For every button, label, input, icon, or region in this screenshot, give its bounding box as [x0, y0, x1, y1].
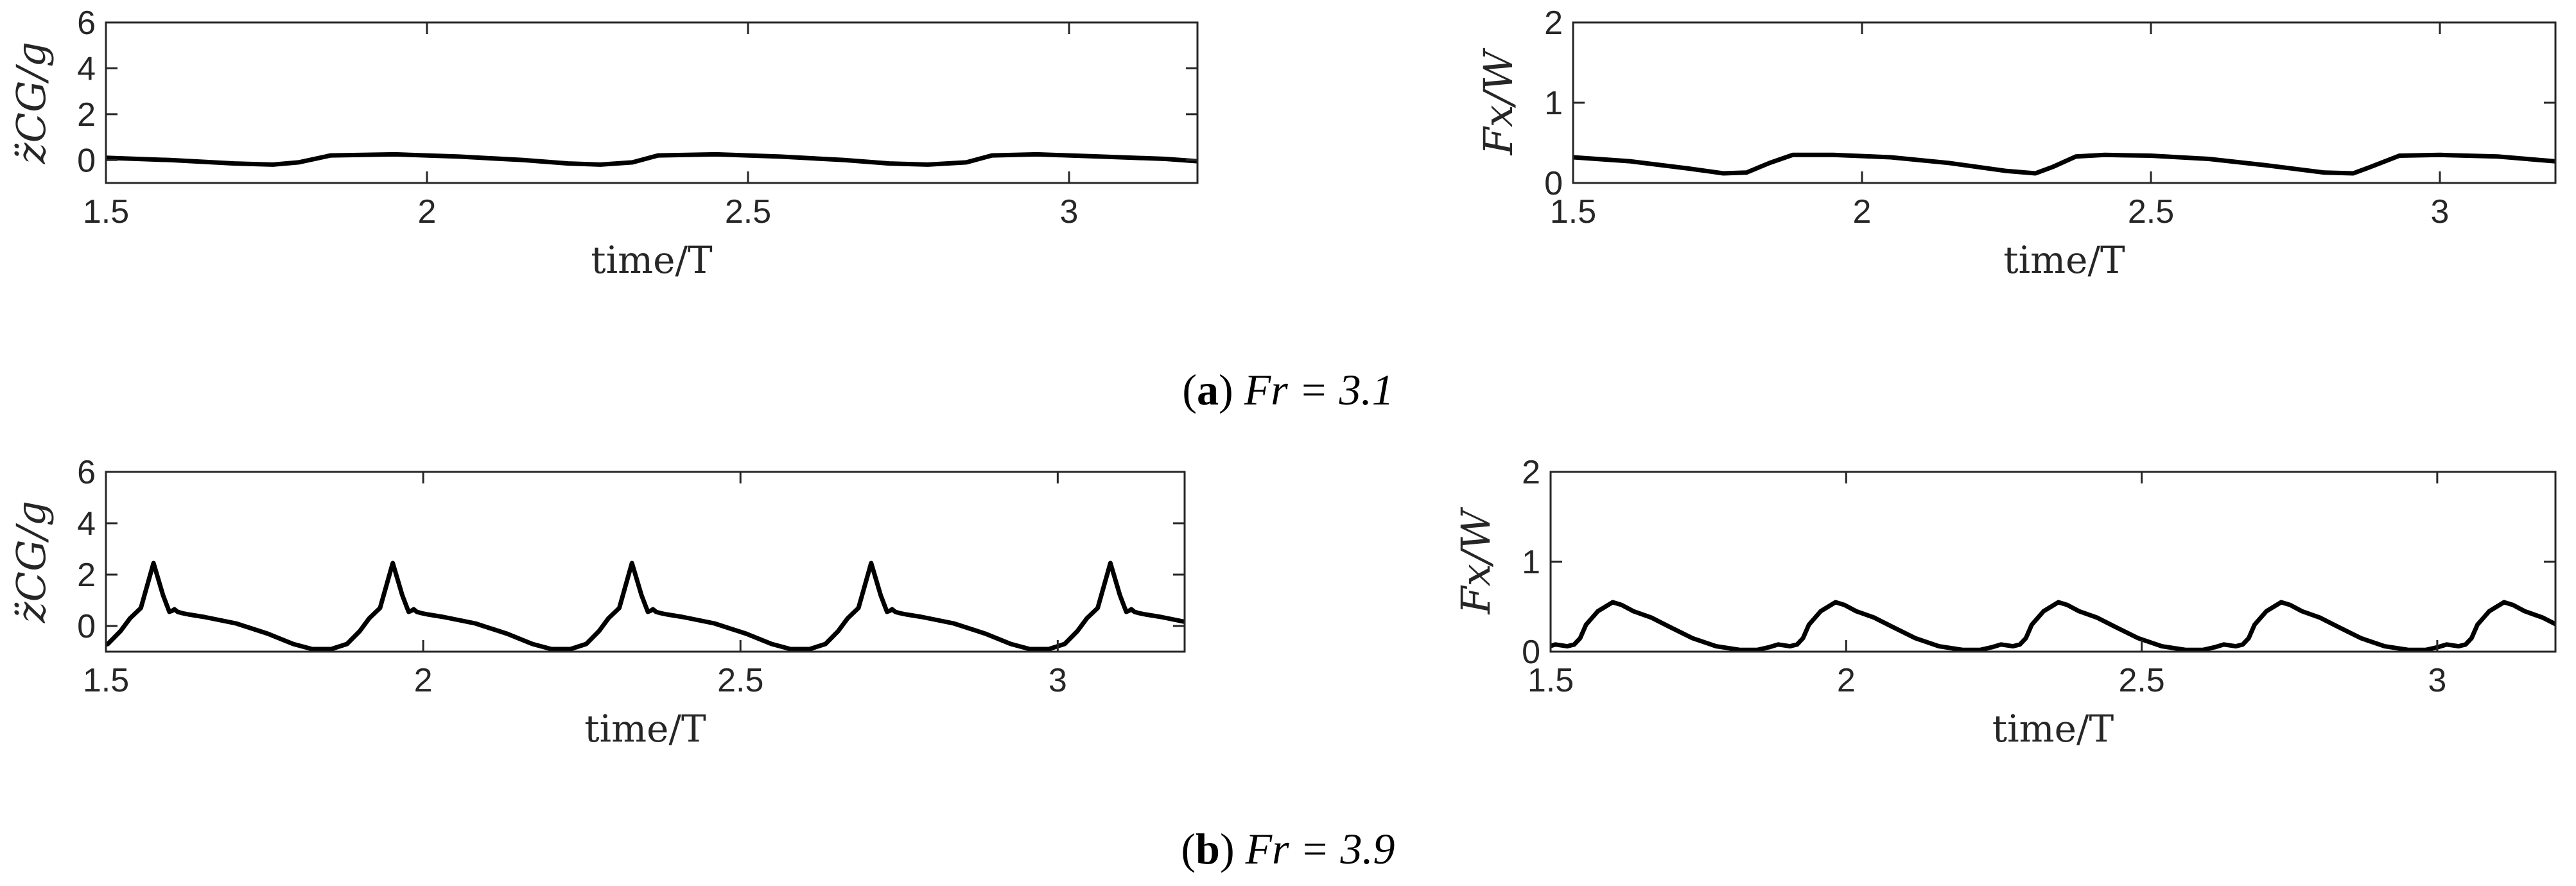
xtick-label: 2.5 [2128, 193, 2174, 230]
ytick-label: 0 [77, 608, 96, 645]
ytick-label: 0 [1522, 634, 1540, 671]
xtick-label: 2.5 [2118, 662, 2164, 699]
x-axis-label: time/T [2003, 238, 2125, 282]
x-axis-label: time/T [1992, 707, 2114, 751]
ytick-label: 1 [1544, 85, 1563, 122]
xtick-label: 2.5 [717, 662, 763, 699]
xtick-label: 1.5 [1527, 662, 1574, 699]
series-line-a-force [1573, 152, 2555, 176]
axes-box-b-force [1549, 471, 2557, 653]
xtick-label: 3 [2428, 662, 2446, 699]
ytick-label: 2 [1544, 4, 1563, 42]
ytick-label: 4 [77, 505, 96, 543]
ytick-label: 2 [77, 96, 96, 134]
series-line-b-force [1551, 600, 2555, 652]
axes-box-a-force [1572, 21, 2557, 184]
ytick-label: 6 [77, 454, 96, 491]
xtick-label: 3 [2431, 193, 2450, 230]
caption-a: (a) Fr = 3.1 [1182, 365, 1393, 414]
xtick-label: 2 [414, 662, 433, 699]
ytick-label: 1 [1522, 544, 1540, 581]
ytick-label: 0 [77, 142, 96, 179]
y-axis-label: z̈CG/g [8, 501, 55, 623]
ytick-label: 2 [1522, 454, 1540, 491]
ytick-label: 0 [1544, 165, 1563, 202]
xtick-label: 1.5 [1550, 193, 1596, 230]
ytick-label: 6 [77, 4, 96, 42]
x-axis-label: time/T [591, 238, 713, 282]
xtick-label: 1.5 [83, 193, 129, 230]
axes-box-a-acc [105, 21, 1199, 184]
y-axis-label: z̈CG/g [8, 42, 55, 164]
ytick-label: 4 [77, 50, 96, 87]
axes-box-b-acc [105, 471, 1186, 653]
ytick-label: 2 [77, 557, 96, 594]
series-line-b-acc [106, 560, 1185, 652]
xtick-label: 3 [1049, 662, 1067, 699]
xtick-label: 2 [1853, 193, 1872, 230]
plot-a-force: 1.5 2 2.5 3 0 1 2 time/T Fx/W [1475, 4, 2557, 282]
xtick-label: 1.5 [83, 662, 129, 699]
x-axis-label: time/T [584, 707, 706, 751]
series-line-a-acc [106, 152, 1197, 167]
caption-b: (b) Fr = 3.9 [1181, 824, 1395, 873]
plot-b-acc: 1.5 2 2.5 3 0 2 4 6 time/T z̈CG/g [8, 454, 1186, 751]
xtick-label: 3 [1060, 193, 1079, 230]
y-axis-label: Fx/W [1452, 507, 1499, 614]
xtick-label: 2 [1837, 662, 1856, 699]
plot-a-acc: 1.5 2 2.5 3 0 2 4 6 time/T z̈CG/g [8, 4, 1199, 282]
xtick-label: 2 [418, 193, 437, 230]
xtick-label: 2.5 [725, 193, 771, 230]
plot-b-force: 1.5 2 2.5 3 0 1 2 time/T Fx/W [1452, 454, 2557, 751]
y-axis-label: Fx/W [1475, 48, 1522, 155]
